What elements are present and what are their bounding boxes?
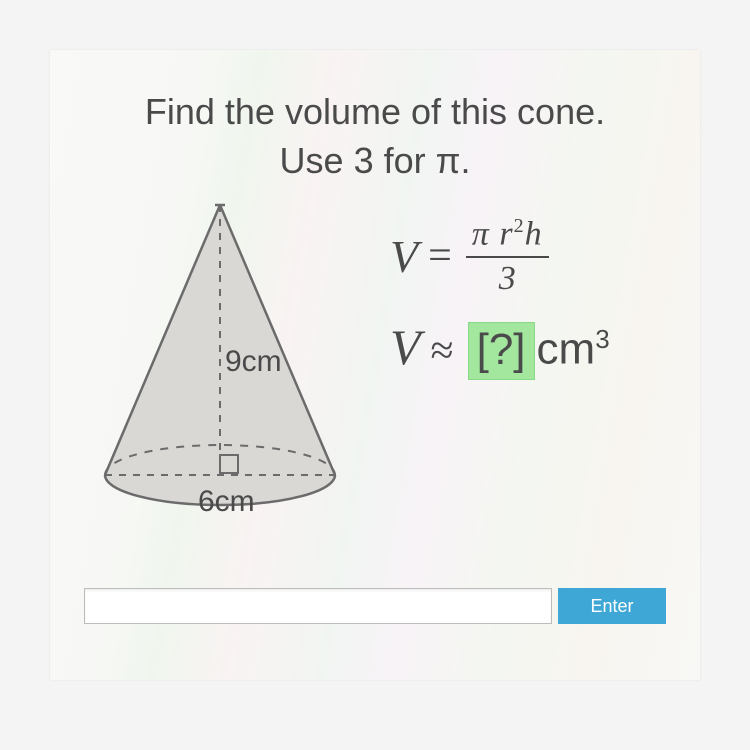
formula-lhs: V xyxy=(390,230,418,283)
formula-area: V = π r2h 3 V ≈ [?] cm3 xyxy=(390,215,690,379)
approx-sign: ≈ xyxy=(431,327,454,375)
cone-diagram: 9cm 6cm xyxy=(75,185,365,525)
answer-input-row: Enter xyxy=(84,588,666,624)
denominator: 3 xyxy=(499,258,516,298)
volume-formula: V = π r2h 3 xyxy=(390,215,690,297)
equals-sign: = xyxy=(428,232,452,280)
answer-lhs: V xyxy=(390,318,421,376)
question-text: Find the volume of this cone. Use 3 for … xyxy=(50,50,700,185)
answer-unit: cm3 xyxy=(537,324,610,375)
fraction: π r2h 3 xyxy=(466,215,549,297)
answer-expression: V ≈ [?] cm3 xyxy=(390,318,690,380)
diameter-label: 6cm xyxy=(198,485,255,519)
numerator: π r2h xyxy=(466,215,549,257)
question-line2: Use 3 for π. xyxy=(280,140,471,181)
height-label: 9cm xyxy=(225,345,282,379)
problem-card: Find the volume of this cone. Use 3 for … xyxy=(50,50,700,680)
question-line1: Find the volume of this cone. xyxy=(145,91,605,132)
enter-button[interactable]: Enter xyxy=(558,588,666,624)
cone-svg xyxy=(75,185,365,525)
answer-input[interactable] xyxy=(84,588,552,624)
answer-placeholder-box: [?] xyxy=(468,322,535,380)
